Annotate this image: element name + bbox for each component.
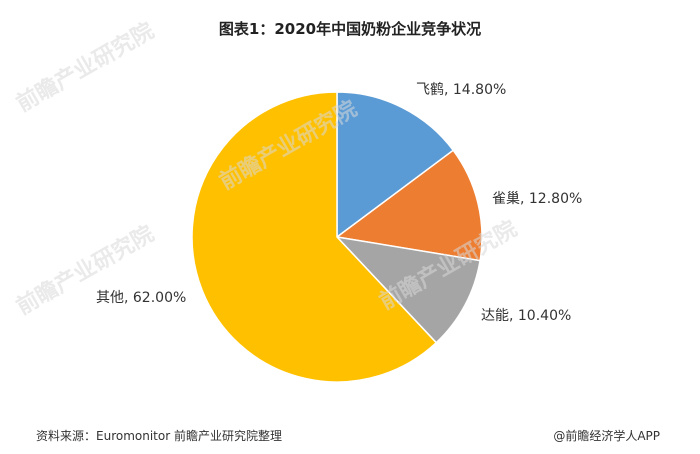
chart-title: 图表1：2020年中国奶粉企业竞争状况 <box>218 20 482 38</box>
source-note: 资料来源：Euromonitor 前瞻产业研究院整理 <box>36 429 282 443</box>
slice-label-2: 雀巢, 12.80% <box>492 191 582 207</box>
pie-slice-2 <box>335 149 483 262</box>
pie-slice-3 <box>334 235 481 344</box>
pie-labels: 飞鹤, 14.80% 雀巢, 12.80% 达能, 10.40% 其他, 62.00% <box>96 82 582 324</box>
slice-label-3: 达能, 10.40% <box>481 308 571 324</box>
pie-slices <box>191 91 483 383</box>
slice-label-4: 其他, 62.00% <box>96 290 186 306</box>
watermark-text: 前瞻产业研究院 <box>12 18 158 118</box>
slice-label-1: 飞鹤, 14.80% <box>416 82 506 98</box>
brand-note: @前瞻经济学人APP <box>553 429 660 443</box>
pie-slice-4 <box>191 91 438 383</box>
pie-slice-1 <box>336 91 455 239</box>
